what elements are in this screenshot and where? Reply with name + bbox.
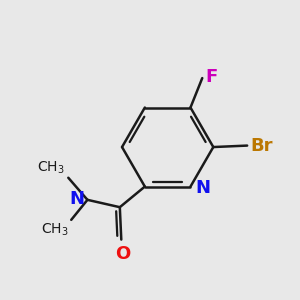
Text: Br: Br <box>251 136 273 154</box>
Text: CH$_3$: CH$_3$ <box>37 160 65 176</box>
Text: N: N <box>196 179 211 197</box>
Text: O: O <box>115 245 130 263</box>
Text: N: N <box>69 190 84 208</box>
Text: F: F <box>205 68 218 85</box>
Text: CH$_3$: CH$_3$ <box>41 221 68 238</box>
